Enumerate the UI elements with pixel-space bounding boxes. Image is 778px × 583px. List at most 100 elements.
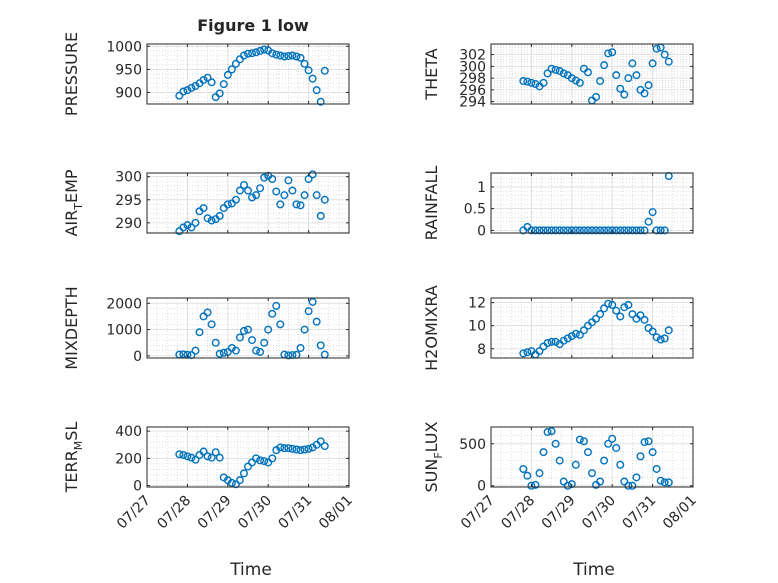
data-point: [531, 480, 540, 489]
data-point: [656, 226, 665, 235]
data-point: [539, 78, 548, 87]
data-point: [604, 226, 613, 235]
data-point: [239, 326, 248, 335]
h2omixra-axis-label: H2OMIXRA: [422, 285, 441, 371]
data-point: [628, 226, 637, 235]
data-point: [239, 51, 248, 60]
data-point: [596, 310, 605, 319]
data-point: [320, 442, 329, 451]
data-point: [664, 326, 673, 335]
axes-box: [146, 43, 350, 105]
y-tick-label: 290: [115, 216, 142, 232]
data-point: [596, 477, 605, 486]
x-tick-label: 07/28: [498, 493, 538, 533]
y-tick-label: 294: [459, 95, 486, 111]
data-point: [268, 309, 277, 318]
y-tick-label: 8: [477, 342, 486, 358]
data-point: [628, 481, 637, 490]
data-point: [248, 458, 257, 467]
data-point: [592, 226, 601, 235]
data-point: [632, 226, 641, 235]
data-point: [656, 335, 665, 344]
data-point: [264, 458, 273, 467]
data-point: [527, 226, 536, 235]
data-point: [640, 89, 649, 98]
data-point: [559, 69, 568, 78]
data-point: [183, 221, 192, 230]
data-point: [223, 200, 232, 209]
data-point: [628, 310, 637, 319]
data-point: [600, 456, 609, 465]
data-point: [547, 226, 556, 235]
data-point: [519, 349, 528, 358]
subplot-rainfall: 0 0.5 1 RAINFALL: [422, 166, 694, 240]
data-point: [600, 61, 609, 70]
subplot-air-temp: 290 295 300 AIRTEMP: [62, 169, 350, 237]
data-point: [523, 471, 532, 480]
data-point: [215, 211, 224, 220]
data-point: [288, 186, 297, 195]
data-point: [191, 455, 200, 464]
x-tick-label: 07/29: [195, 493, 235, 533]
data-point: [567, 332, 576, 341]
y-tick-label: 1000: [106, 323, 142, 339]
data-point: [628, 59, 637, 68]
subplot-sun-flux: 0 500 07/27 07/28 07/29 07/30 07/31 08/01 SUNFLU…: [422, 421, 700, 532]
data-point: [664, 57, 673, 66]
data-point: [300, 191, 309, 200]
data-point: [571, 76, 580, 85]
data-point: [304, 66, 313, 75]
mixdepth-axis-label: MIXDEPTH: [62, 286, 81, 369]
axes-box: [146, 172, 350, 234]
data-point: [648, 327, 657, 336]
data-point: [624, 226, 633, 235]
data-point: [292, 200, 301, 209]
data-point: [272, 301, 281, 310]
data-point: [276, 200, 285, 209]
data-point: [620, 226, 629, 235]
x-tick-label: 07/29: [539, 493, 579, 533]
data-point: [559, 477, 568, 486]
data-point: [252, 48, 261, 57]
data-point: [316, 97, 325, 106]
data-point: [559, 226, 568, 235]
data-point: [296, 201, 305, 210]
data-point: [588, 226, 597, 235]
data-point: [604, 439, 613, 448]
data-point: [304, 444, 313, 453]
data-point: [652, 44, 661, 53]
data-point: [575, 78, 584, 87]
data-point: [203, 308, 212, 317]
data-point: [203, 214, 212, 223]
axes-box: [146, 426, 350, 488]
data-point: [272, 50, 281, 59]
y-tick-label: 296: [459, 83, 486, 99]
y-tick-label: 500: [459, 437, 486, 453]
data-point: [620, 303, 629, 312]
data-point: [600, 304, 609, 313]
data-point: [555, 67, 564, 76]
subplot-h2omixra: 8 10 12 H2OMIXRA: [422, 285, 694, 371]
y-tick-label: 300: [459, 59, 486, 75]
y-tick-label: 12: [468, 296, 486, 312]
data-point: [227, 478, 236, 487]
data-point: [535, 226, 544, 235]
data-point: [239, 469, 248, 478]
y-tick-label: 10: [468, 319, 486, 335]
data-point: [243, 186, 252, 195]
data-point: [608, 434, 617, 443]
data-point: [203, 73, 212, 82]
data-point: [183, 86, 192, 95]
data-point: [268, 174, 277, 183]
data-point: [235, 476, 244, 485]
data-point: [292, 445, 301, 454]
axes-box: [490, 426, 694, 488]
data-point: [539, 226, 548, 235]
data-point: [248, 49, 257, 58]
data-point: [256, 347, 265, 356]
data-point: [260, 173, 269, 182]
x-tick-label: 07/31: [276, 493, 316, 533]
data-point: [231, 195, 240, 204]
data-point: [592, 314, 601, 323]
data-point: [231, 346, 240, 355]
